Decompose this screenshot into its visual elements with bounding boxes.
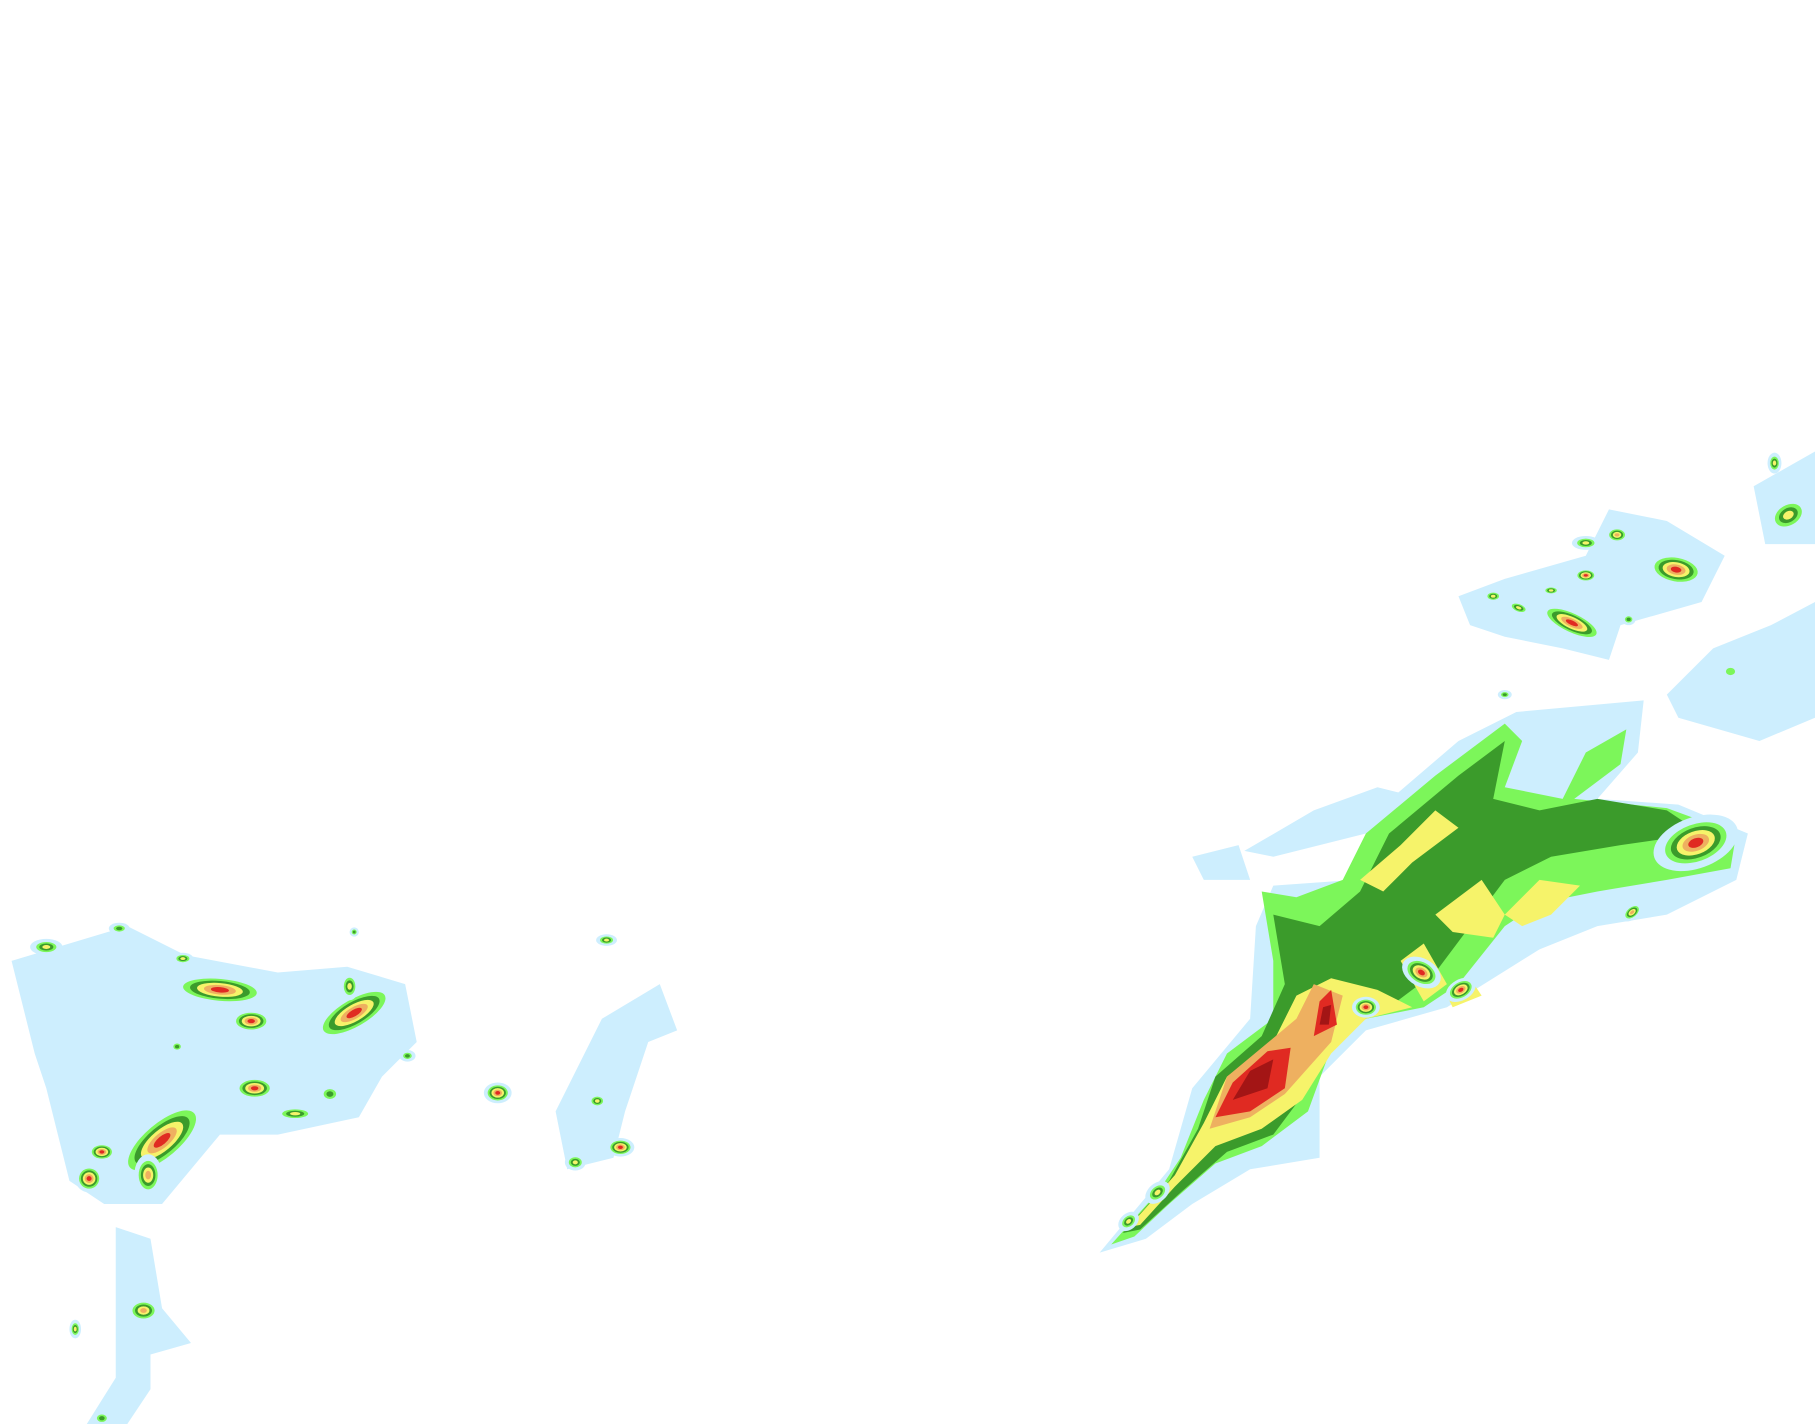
echo-cell-moderate [404, 1054, 410, 1058]
echo-cell-intense [1565, 619, 1578, 627]
echo-very-light [1192, 845, 1251, 880]
echo-cell-intense [1688, 837, 1704, 848]
echo-cell-heavy [140, 1308, 147, 1313]
echo-cell-intense [1363, 1005, 1369, 1010]
echo-cell-intense [210, 987, 229, 993]
echo-cell-heavy-low [572, 1160, 578, 1165]
echo-cell-heavy [1614, 533, 1620, 537]
echo-cell-moderate [326, 1091, 334, 1097]
echo-cell-heavy-low [1772, 460, 1777, 466]
echo-cell-intense [86, 1176, 92, 1182]
echo-cell-intense [346, 1007, 362, 1019]
echo-cell-moderate [352, 930, 356, 934]
echo-cell-moderate [99, 1416, 105, 1421]
echo-very-light [86, 1227, 191, 1424]
echo-very-light [1458, 509, 1725, 660]
echo-cell-intense [247, 1019, 255, 1024]
echo-very-light [555, 984, 678, 1170]
echo-extreme [1319, 1004, 1332, 1025]
echo-cell-heavy [145, 1170, 152, 1180]
echo-cell-intense [1583, 574, 1588, 577]
echo-cell-heavy-low [290, 1112, 301, 1116]
echo-cell-heavy-low [180, 957, 186, 961]
echo-cell-intense [495, 1091, 501, 1095]
echo-cell-heavy-low [1582, 541, 1590, 545]
echo-cell-heavy-low [595, 1099, 600, 1103]
echo-cell-heavy-low [347, 982, 352, 990]
echo-cell-intense [1458, 987, 1464, 993]
echo-cell-heavy [1630, 910, 1635, 915]
echo-cell-heavy-low [42, 945, 51, 950]
echo-cell-heavy-low [1126, 1219, 1132, 1224]
echo-cell-heavy-low [73, 1326, 77, 1332]
echo-cell-intense [250, 1086, 259, 1091]
echo-cell-moderate [116, 926, 123, 931]
echo-cell-moderate [1626, 617, 1631, 622]
echo-extreme [1232, 1059, 1274, 1100]
echo-heavy-low [1435, 879, 1505, 938]
echo-cell-moderate-low [1725, 667, 1736, 676]
echo-cell-intense [1417, 969, 1425, 976]
echo-heavy-low [1504, 879, 1581, 927]
echo-cell-heavy-low [1515, 606, 1522, 610]
echo-cell-moderate [1502, 693, 1507, 697]
echo-cell-intense [617, 1145, 623, 1149]
echo-heavy-low [1360, 810, 1459, 892]
echo-moderate [1122, 740, 1702, 1233]
echo-very-light [11, 926, 417, 1205]
echo-cell-heavy-low [1154, 1189, 1161, 1196]
echo-cell-intense [153, 1133, 171, 1148]
echo-cell-heavy-low [1783, 510, 1794, 520]
echo-cell-heavy-low [1490, 594, 1496, 598]
echo-cell-moderate [175, 1044, 180, 1049]
echo-cell-intense [1670, 566, 1682, 573]
echo-cell-intense [99, 1150, 105, 1154]
echo-very-light [1244, 787, 1424, 857]
echo-cell-heavy-low [1548, 589, 1554, 592]
echo-cell-heavy-low [603, 938, 610, 942]
